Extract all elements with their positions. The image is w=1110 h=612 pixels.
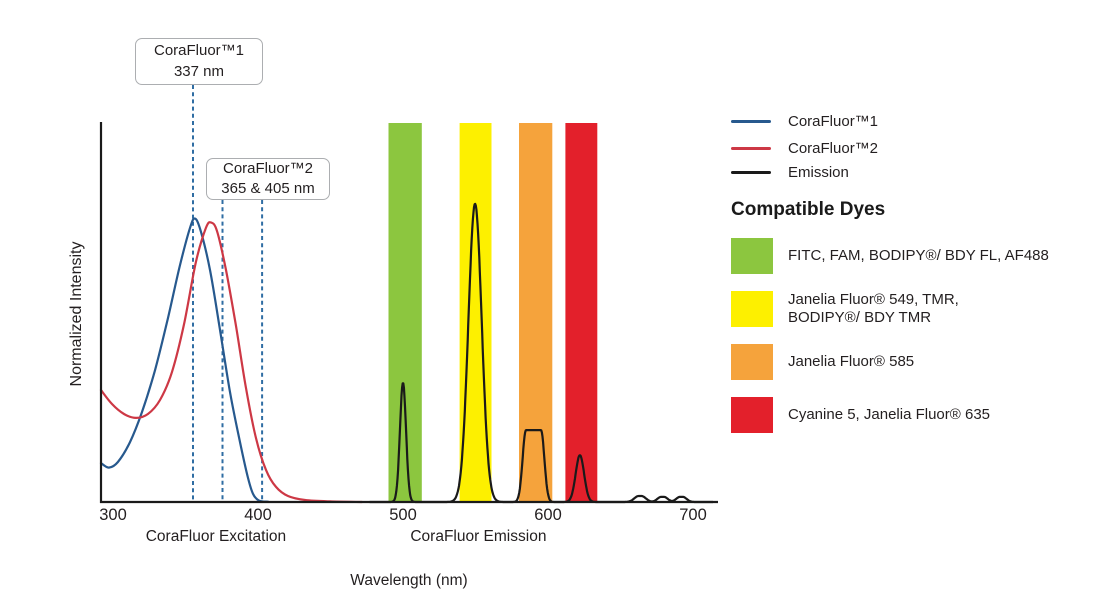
legend-item-emission: Emission [731, 161, 878, 183]
x-tick-label-600: 600 [534, 506, 562, 524]
y-axis-title: Normalized Intensity [68, 242, 85, 387]
dye-swatch-green [731, 238, 773, 274]
legend-item-label: CoraFluor™2 [788, 139, 879, 157]
x-tick-label-500: 500 [389, 506, 417, 524]
dye-row-red: Cyanine 5, Janelia Fluor® 635 [731, 397, 1091, 433]
legend-item-corafluor2: CoraFluor™2 [731, 137, 878, 159]
legend-line-swatch-corafluor1 [731, 119, 771, 123]
x-tick-label-300: 300 [99, 506, 127, 524]
callout-corafluor2: CoraFluor™2 365 & 405 nm [206, 158, 330, 200]
callout-corafluor2-value: 365 & 405 nm [221, 180, 315, 197]
legend: CoraFluor™1 CoraFluor™2 Emission [731, 110, 878, 183]
x-axis-region-label-excitation: CoraFluor Excitation [146, 528, 286, 545]
callout-corafluor1: CoraFluor™1 337 nm [135, 38, 263, 85]
x-axis-region-label-emission: CoraFluor Emission [410, 528, 546, 545]
filter-band-red [565, 123, 598, 501]
dye-label: Janelia Fluor® 549, TMR, BODIPY®/ BDY TM… [788, 291, 959, 326]
legend-item-label: Emission [788, 163, 849, 181]
dye-label: Janelia Fluor® 585 [788, 353, 915, 371]
dye-row-yellow: Janelia Fluor® 549, TMR, BODIPY®/ BDY TM… [731, 291, 1091, 327]
compatible-dyes-list: FITC, FAM, BODIPY®/ BDY FL, AF488 Janelia… [731, 238, 1091, 450]
dye-row-green: FITC, FAM, BODIPY®/ BDY FL, AF488 [731, 238, 1091, 274]
compatible-dyes-heading: Compatible Dyes [731, 199, 886, 220]
dye-label: FITC, FAM, BODIPY®/ BDY FL, AF488 [788, 247, 1049, 265]
dye-swatch-yellow [731, 291, 773, 327]
x-tick-label-700: 700 [679, 506, 707, 524]
legend-line-swatch-emission [731, 170, 771, 174]
callout-corafluor1-title: CoraFluor™1 [153, 42, 245, 60]
callout-corafluor1-value: 337 nm [173, 62, 225, 80]
legend-item-label: CoraFluor™1 [788, 112, 879, 130]
x-axis-title: Wavelength (nm) [350, 572, 467, 589]
x-tick-label-400: 400 [244, 506, 272, 524]
filter-band-green [388, 123, 422, 501]
dye-swatch-red [731, 397, 773, 433]
dye-row-orange: Janelia Fluor® 585 [731, 344, 1091, 380]
dye-label: Cyanine 5, Janelia Fluor® 635 [788, 406, 991, 424]
dye-swatch-orange [731, 344, 773, 380]
corafluor2-excitation-curve [99, 221, 364, 504]
corafluor1-excitation-curve [99, 217, 270, 503]
legend-line-swatch-corafluor2 [731, 146, 771, 150]
legend-item-corafluor1: CoraFluor™1 [731, 110, 878, 132]
callout-corafluor2-title: CoraFluor™2 [222, 159, 314, 177]
